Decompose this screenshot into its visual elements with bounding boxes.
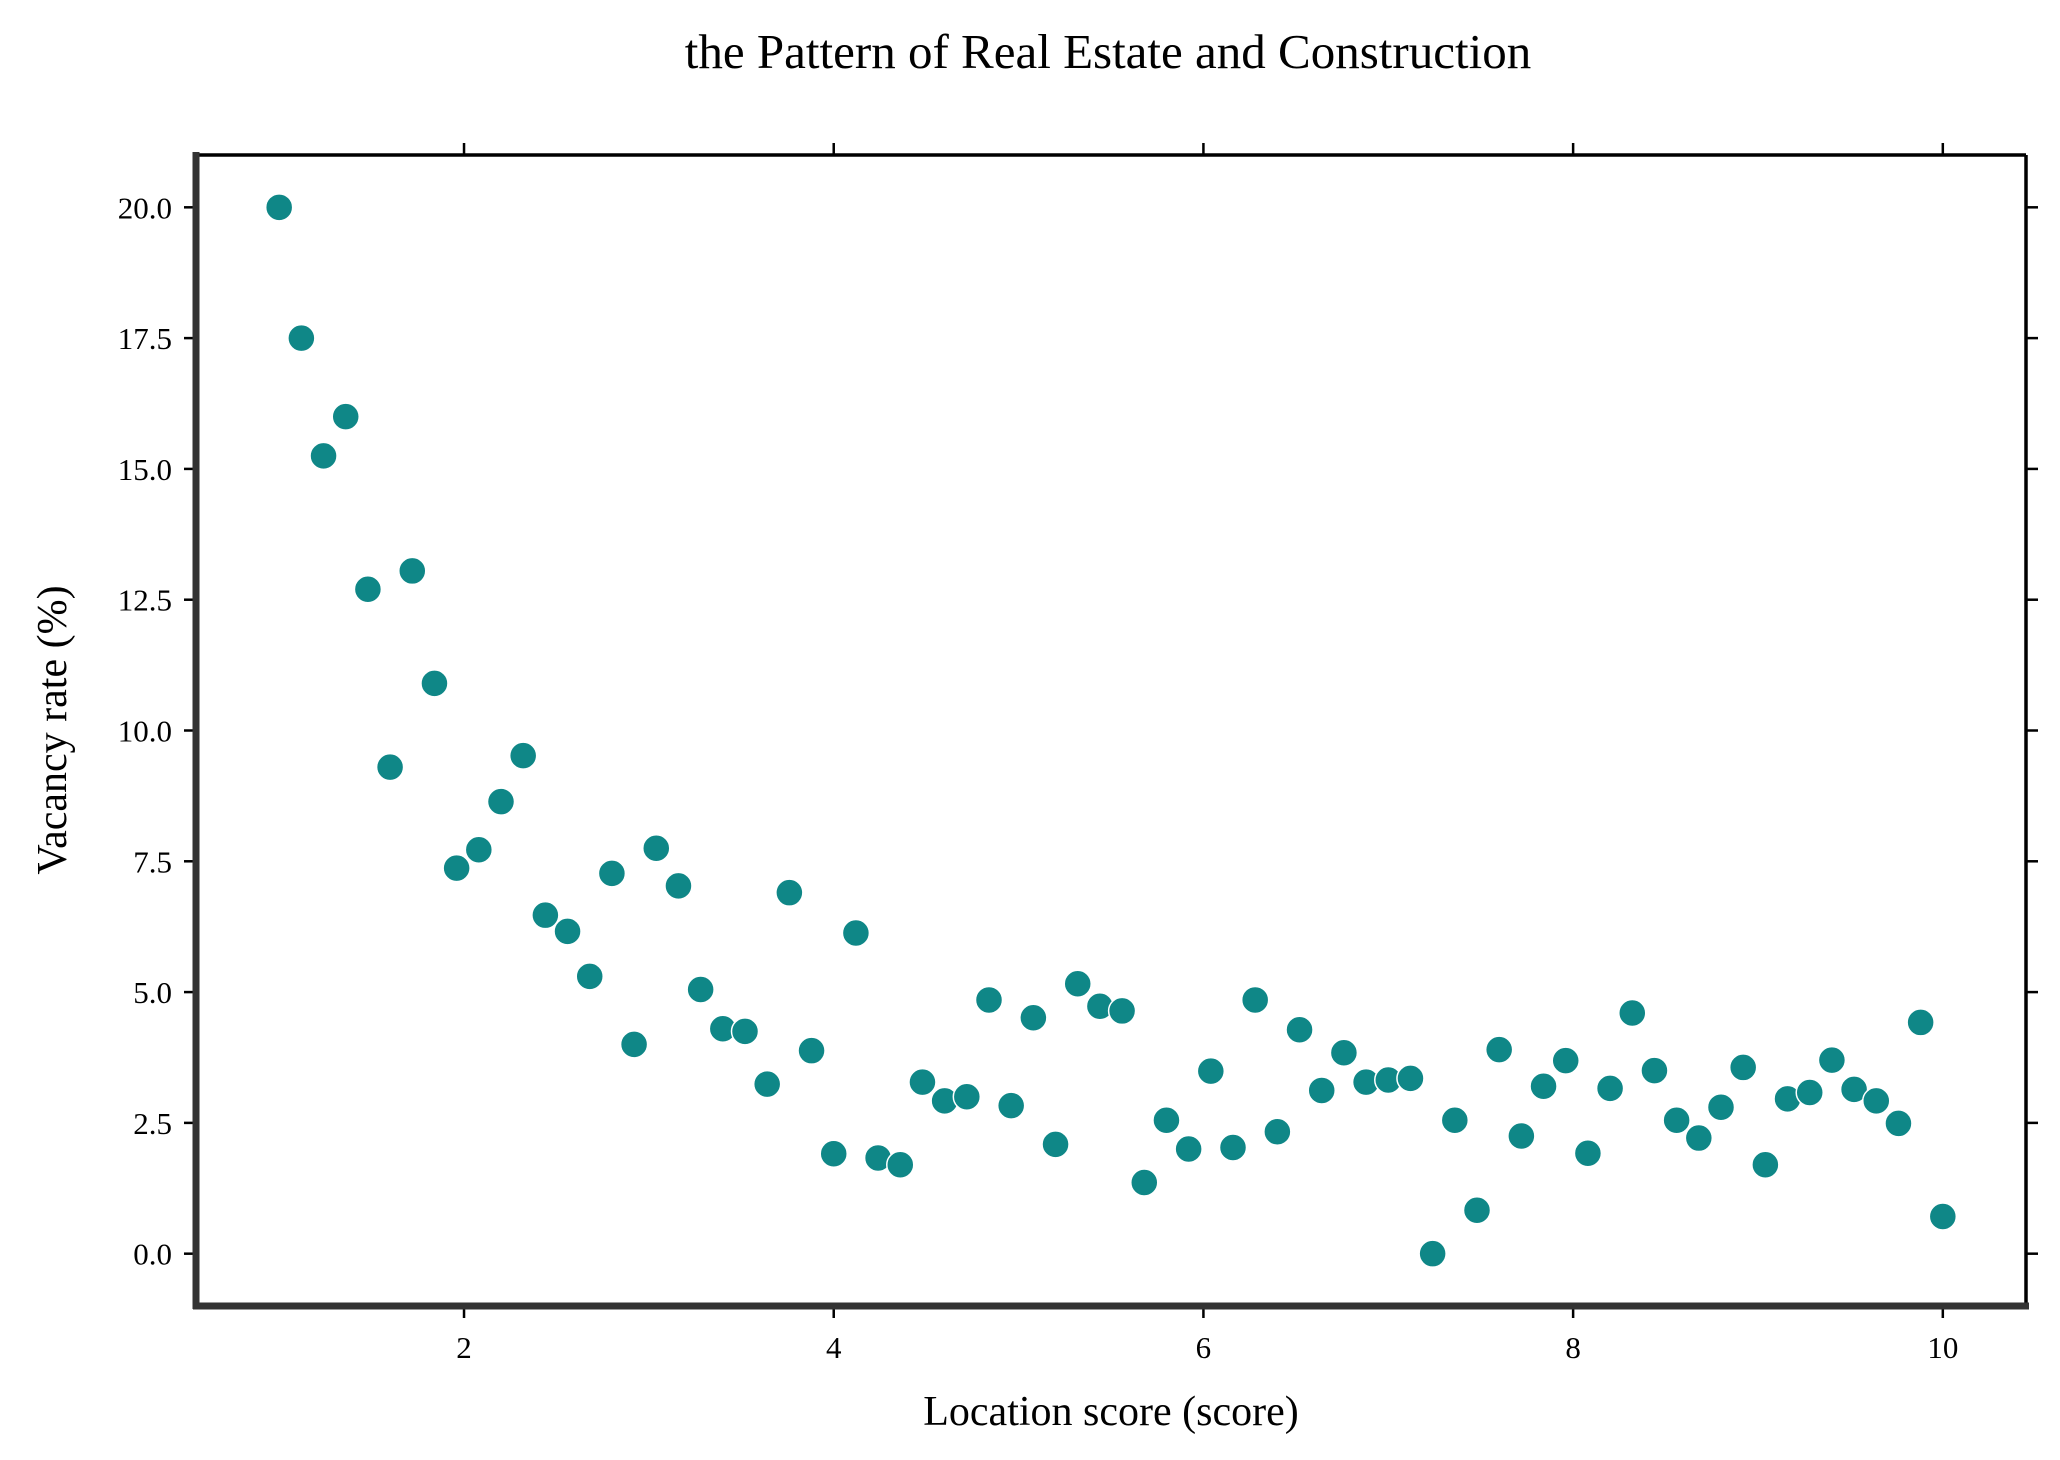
data-point [1218, 1133, 1248, 1162]
x-tick-label: 4 [826, 1330, 842, 1365]
y-tick-label: 12.5 [118, 583, 172, 618]
data-point [619, 1030, 649, 1059]
data-point [1906, 1008, 1935, 1037]
data-point [1263, 1117, 1292, 1147]
data-point [1440, 1106, 1470, 1135]
y-tick-label: 10.0 [118, 714, 172, 749]
data-point [464, 835, 494, 865]
data-point [486, 787, 516, 816]
data-point [1839, 1075, 1869, 1104]
axis-ticks: 2 4 6 8 10 0.0 2.5 5.0 7.5 10.0 12.5 15.0 17.5 20.0 [118, 143, 2038, 1365]
data-point [1640, 1056, 1669, 1085]
data-point [1462, 1196, 1492, 1225]
data-point [642, 833, 671, 863]
data-point [420, 669, 449, 698]
data-point [508, 741, 538, 770]
data-point [797, 1036, 826, 1065]
data-point [841, 918, 871, 948]
y-axis-label: Vacancy rate (%) [30, 585, 76, 874]
data-point [1862, 1086, 1891, 1116]
data-points [264, 193, 1958, 1268]
data-point [775, 878, 804, 907]
data-point [1174, 1134, 1203, 1164]
data-point [287, 323, 316, 353]
y-tick-label: 0.0 [133, 1237, 172, 1272]
data-point [597, 859, 627, 888]
x-tick-label: 10 [1927, 1330, 1958, 1365]
data-point [309, 441, 338, 471]
data-point [1396, 1064, 1425, 1093]
data-point [442, 853, 471, 883]
data-point [1551, 1046, 1580, 1075]
y-tick-label: 2.5 [133, 1106, 172, 1141]
data-point [1728, 1053, 1758, 1082]
data-point [1507, 1121, 1536, 1151]
data-point [1418, 1239, 1447, 1268]
data-point [1529, 1072, 1558, 1101]
y-tick-label: 15.0 [118, 452, 172, 487]
y-tick-label: 17.5 [118, 321, 172, 356]
data-point [1662, 1106, 1691, 1135]
y-tick-label: 7.5 [133, 844, 172, 879]
data-point [1795, 1078, 1824, 1107]
y-tick-label: 20.0 [118, 190, 172, 225]
data-point [996, 1091, 1026, 1120]
data-point [1329, 1038, 1359, 1068]
data-point [1928, 1202, 1958, 1231]
data-point [1041, 1130, 1070, 1159]
data-point [1196, 1056, 1226, 1086]
data-point [553, 917, 582, 946]
x-tick-label: 6 [1196, 1330, 1212, 1365]
data-point [886, 1150, 915, 1179]
data-point [752, 1069, 782, 1099]
x-tick-label: 8 [1565, 1330, 1581, 1365]
data-point [1751, 1150, 1780, 1179]
data-point [1063, 969, 1092, 998]
data-point [974, 985, 1004, 1015]
x-tick-label: 2 [456, 1330, 472, 1365]
data-point [1152, 1106, 1181, 1135]
x-axis-label: Location score (score) [923, 1389, 1298, 1435]
data-point [1618, 998, 1647, 1028]
data-point [375, 752, 405, 782]
data-point [686, 975, 715, 1004]
data-point [398, 556, 427, 586]
data-point [1285, 1015, 1314, 1045]
data-point [1130, 1168, 1159, 1197]
plot-frame [192, 152, 2029, 1310]
data-point [531, 900, 560, 930]
data-point [1684, 1123, 1714, 1153]
data-point [819, 1139, 848, 1169]
data-point [353, 574, 383, 604]
data-point [1706, 1092, 1736, 1122]
y-tick-label: 5.0 [133, 975, 172, 1010]
data-point [1307, 1076, 1336, 1105]
data-point [730, 1017, 760, 1046]
data-point [1817, 1045, 1847, 1075]
data-point [1019, 1003, 1048, 1032]
data-point [264, 193, 294, 222]
data-point [1595, 1074, 1625, 1103]
data-point [1573, 1138, 1603, 1168]
data-point [1884, 1109, 1913, 1138]
data-point [575, 962, 604, 991]
data-point [1484, 1035, 1514, 1064]
data-point [952, 1082, 982, 1111]
data-point [664, 871, 693, 901]
data-point [1107, 996, 1137, 1026]
data-point [1240, 985, 1270, 1015]
data-point [908, 1067, 937, 1097]
data-point [331, 402, 360, 431]
chart-title: the Pattern of Real Estate and Construct… [685, 24, 1531, 79]
